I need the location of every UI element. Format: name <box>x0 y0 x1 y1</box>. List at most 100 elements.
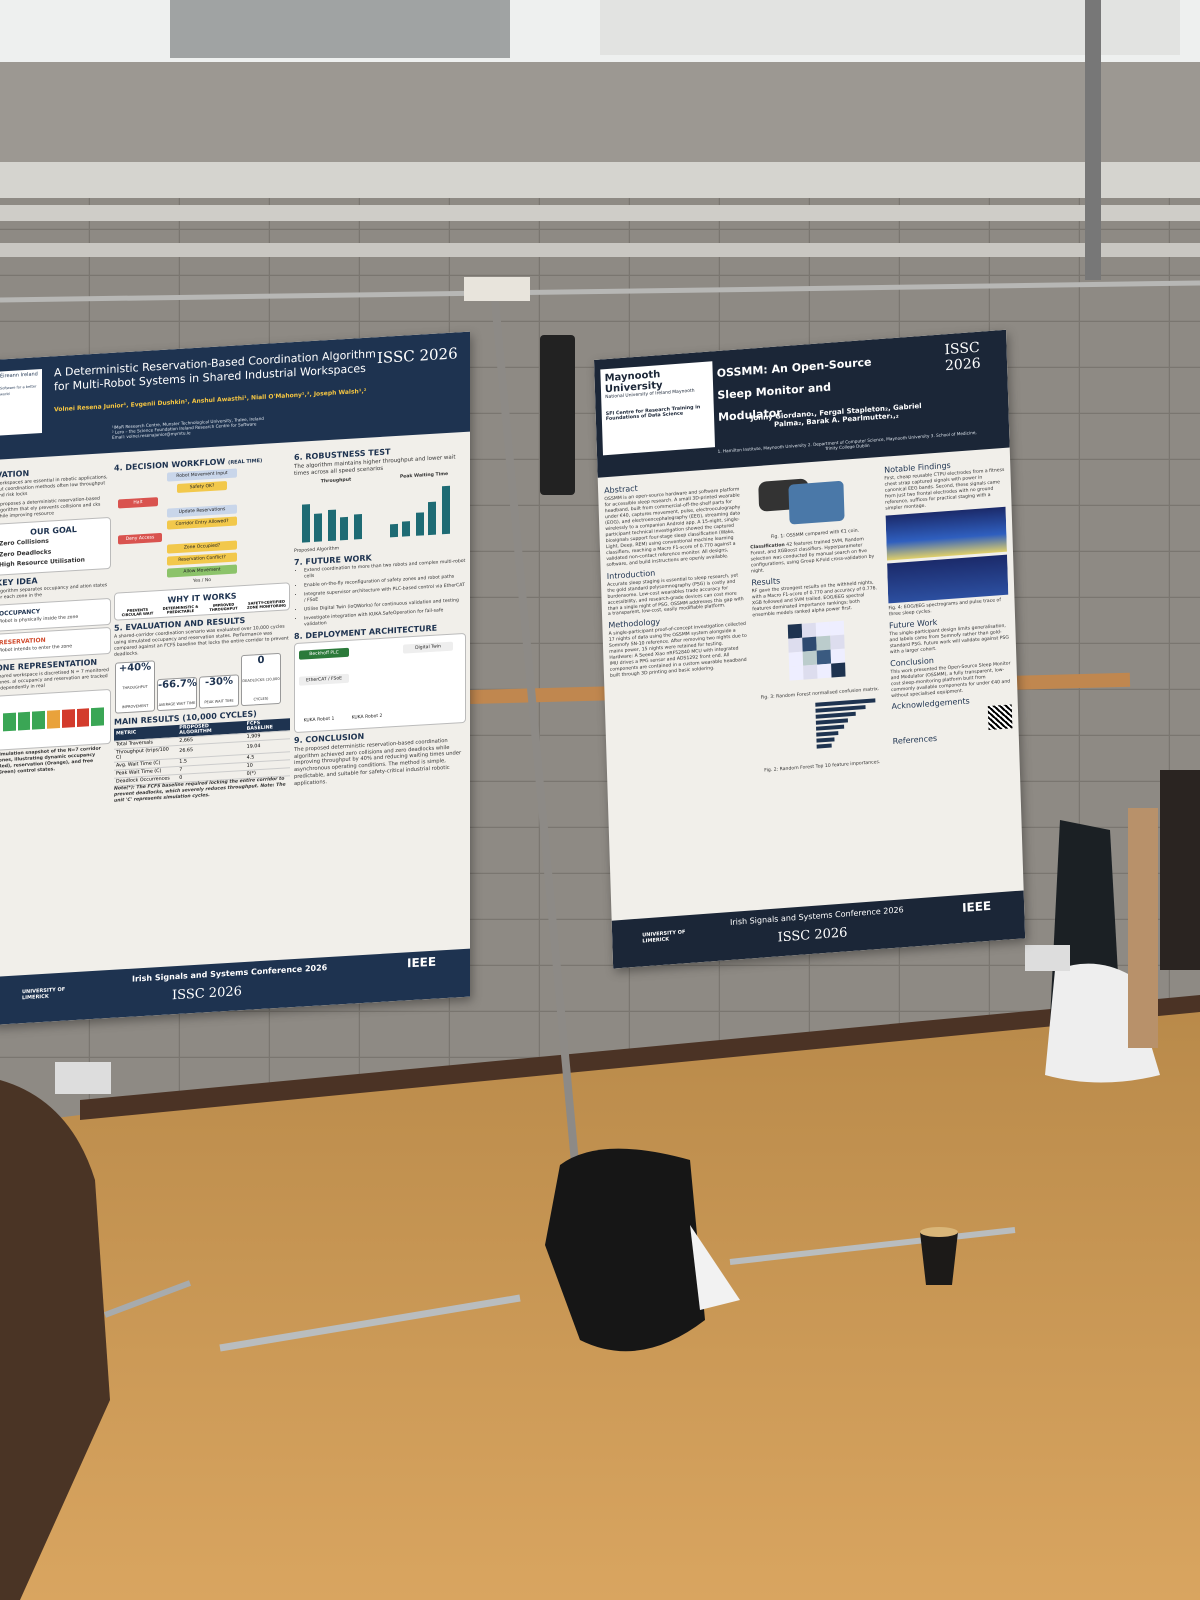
zone <box>17 712 31 731</box>
shape <box>788 651 804 667</box>
text: 42 features trained SVM, Random Forest, … <box>750 537 875 575</box>
bar <box>328 509 336 542</box>
stat-value: +40% <box>118 661 152 675</box>
spectrogram <box>887 554 1009 604</box>
poster-title: A Deterministic Reservation-Based Coordi… <box>54 347 376 394</box>
bar <box>428 501 436 536</box>
window-frame <box>170 0 510 58</box>
mini-chart: Peak Waiting Time <box>382 471 466 544</box>
university: UNIVERSITY OF LIMERICK <box>22 986 66 1002</box>
logo: Éireann Ireland Software for a better wor… <box>0 369 42 436</box>
zone <box>91 707 105 727</box>
shape <box>816 730 839 737</box>
device <box>788 481 845 525</box>
rail <box>0 280 1200 303</box>
person-bag <box>0 1080 110 1600</box>
university: UNIVERSITY OF LIMERICK <box>642 929 686 945</box>
stat-value: -66.7% <box>158 677 197 691</box>
spectrogram <box>885 506 1007 561</box>
shape <box>815 697 876 707</box>
shape <box>788 637 803 653</box>
chart-bars <box>390 486 450 538</box>
why-item: PREVENTS CIRCULAR WAIT <box>121 607 154 618</box>
pole <box>491 299 582 1196</box>
shape <box>817 663 832 679</box>
stat-label: AVERAGE WAIT TIME <box>158 700 196 707</box>
flow-node: Update Reservations <box>167 504 237 518</box>
text: A single-participant proof-of-concept in… <box>608 622 747 680</box>
centre: SFI Centre for Research Training in Foun… <box>605 405 701 423</box>
cup-lid <box>920 1227 958 1237</box>
pipe <box>0 205 1200 221</box>
shape <box>816 743 832 749</box>
conference: Irish Signals and Systems Conference 202… <box>729 905 904 928</box>
shape <box>816 724 845 731</box>
socket <box>55 1062 111 1094</box>
stat: 0 DEADLOCKS (10,000 CYCLES) <box>241 652 281 707</box>
arch-node: KUKA Robot 1 <box>299 714 339 726</box>
caption: Simulation snapshot of the N=7 corridor … <box>0 746 101 776</box>
clamp <box>464 277 530 301</box>
flow-node: Corridor Entry Allowed? <box>167 516 237 530</box>
feature-chart <box>815 697 876 749</box>
cup <box>920 1232 958 1285</box>
pipe <box>0 162 1200 198</box>
shape <box>815 697 876 749</box>
stat-value: 0 <box>257 654 265 667</box>
socket <box>1025 945 1070 971</box>
shape <box>829 620 845 636</box>
shape <box>787 620 846 681</box>
flow-label: Yes <box>192 578 201 585</box>
zone-snapshot <box>0 688 111 751</box>
bar <box>302 504 310 543</box>
shape <box>815 717 848 725</box>
flow-label: No <box>204 577 212 584</box>
why-item: DETERMINISTIC & PREDICTABLE <box>162 604 199 615</box>
poster-tube <box>1128 808 1158 1048</box>
cloth <box>690 1225 740 1310</box>
bar <box>340 517 348 541</box>
flow-node: Deny Access <box>118 532 162 545</box>
stats: +40% THROUGHPUT IMPROVEMENT -66.7% AVERAGE … <box>114 651 290 714</box>
column: VATION workspaces are essential in robot… <box>0 461 111 968</box>
stat-label: THROUGHPUT IMPROVEMENT <box>121 684 149 710</box>
zone <box>3 713 16 732</box>
column: Notable Findings First, cheap reusable C… <box>884 454 1018 892</box>
chair <box>1160 770 1200 970</box>
flow-node: Reservation Conflict? <box>167 552 237 566</box>
goal-box: OUR GOAL Zero Collisions Zero Deadlocks … <box>0 516 111 576</box>
floor-bar <box>219 1294 521 1352</box>
bar <box>416 512 424 537</box>
qr-code <box>987 704 1013 731</box>
floor-bar <box>103 1280 192 1318</box>
zone <box>32 711 46 731</box>
conference: Irish Signals and Systems Conference 202… <box>132 963 328 984</box>
device-photo <box>758 478 845 525</box>
zone <box>47 710 60 730</box>
left-poster: Éireann Ireland Software for a better wor… <box>0 331 470 1025</box>
state-box: OCCUPANCY Robot is physically inside the … <box>0 598 111 632</box>
flow-node: Robot Movement Input <box>167 468 237 482</box>
shape <box>831 662 846 678</box>
shape <box>802 650 818 666</box>
arch-node: KUKA Robot 2 <box>347 711 387 723</box>
shape <box>830 648 846 664</box>
badge: ISSC 2026 <box>777 925 848 946</box>
affiliations: 1. Hamilton Institute, Maynooth Universi… <box>717 429 977 454</box>
bar <box>354 514 362 540</box>
shape <box>815 711 856 719</box>
shape <box>815 621 831 637</box>
pipe <box>0 243 1200 257</box>
bracket <box>1085 0 1101 280</box>
state-box: RESERVATION Robot intends to enter the zo… <box>0 627 111 661</box>
results-table: METRIC PROPOSED ALGORITHM FCFS BASELINE Tot… <box>114 718 290 787</box>
strap <box>540 335 575 495</box>
shape <box>789 665 804 681</box>
affiliations: ¹IMaR Research Centre, Munster Technolog… <box>112 407 412 440</box>
subheading: (REAL TIME) <box>228 457 263 466</box>
ieee: IEEE <box>961 898 992 915</box>
ieee: IEEE <box>407 954 437 971</box>
arch-node: Beckhoff PLC <box>299 647 349 660</box>
